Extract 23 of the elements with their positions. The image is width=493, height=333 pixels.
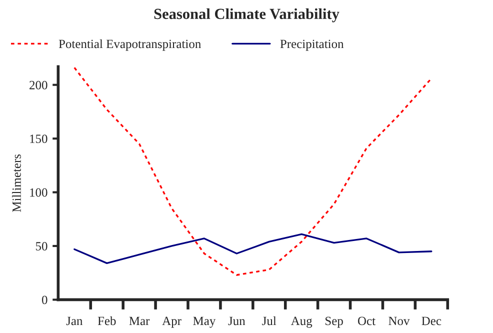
y-axis-title: Millimeters (12, 154, 21, 212)
x-tick-label: Oct (358, 316, 376, 326)
line-series (74, 233, 432, 264)
y-tick-label: 50 (36, 242, 48, 250)
x-tick-label: Feb (98, 316, 116, 326)
x-tick-label: May (193, 316, 216, 328)
legend-label: Precipitation (280, 40, 344, 51)
x-tick-label: Jul (262, 316, 276, 326)
x-tick-label: Sep (326, 316, 343, 328)
x-tick-label: Nov (388, 316, 410, 326)
chart-title: Seasonal Climate Variability (154, 8, 340, 22)
x-tick-label: Jun (228, 316, 246, 326)
x-tick-label: Apr (162, 316, 182, 328)
legend-label: Potential Evapotranspiration (58, 39, 201, 51)
x-tick-label: Mar (129, 316, 150, 326)
y-tick-label: 150 (30, 134, 48, 144)
y-tick-label: 100 (30, 188, 48, 197)
line-series (74, 66, 432, 276)
x-tick-label: Aug (290, 316, 312, 328)
x-tick-label: Dec (422, 316, 442, 326)
y-tick-label: 200 (30, 80, 48, 90)
y-tick-label: 0 (42, 296, 48, 304)
x-tick-label: Jan (66, 316, 83, 326)
